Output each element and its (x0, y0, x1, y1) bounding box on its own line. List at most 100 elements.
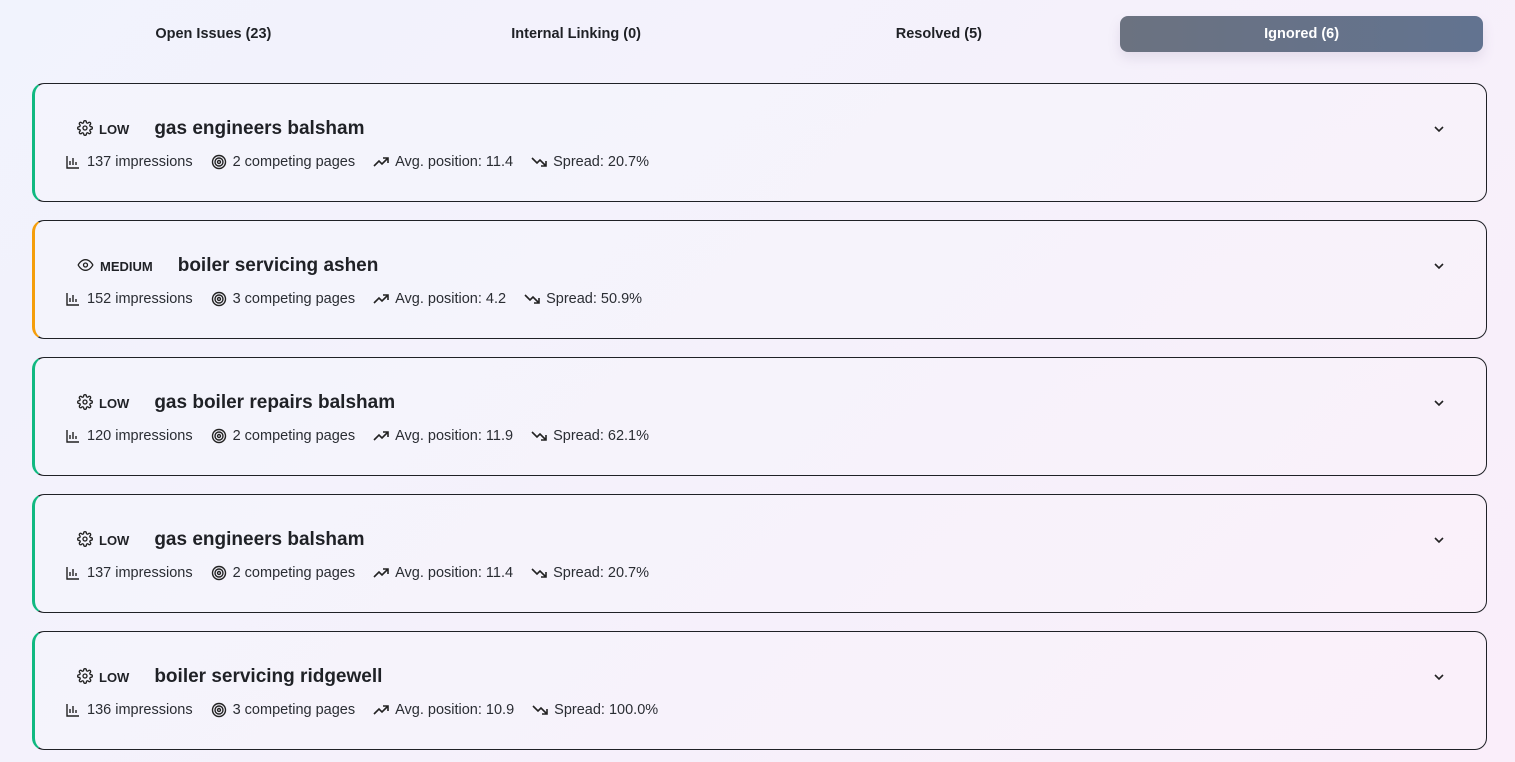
spread-value: Spread: 100.0% (554, 702, 659, 718)
issue-stats: 137 impressions 2 competing pages Avg. p… (65, 154, 667, 170)
issue-keyword: boiler servicing ridgewell (154, 666, 383, 687)
issue-header: LOW boiler servicing ridgewell (77, 665, 382, 689)
impressions-value: 152 impressions (87, 291, 193, 307)
issue-keyword: gas engineers balsham (154, 529, 365, 550)
impressions-value: 120 impressions (87, 428, 193, 444)
trending-up-icon (373, 431, 389, 441)
trending-down-icon (531, 568, 547, 578)
target-icon (211, 154, 226, 170)
spread-stat: Spread: 20.7% (531, 154, 649, 170)
tab-resolved[interactable]: Resolved (5) (895, 26, 982, 42)
severity-badge: LOW (77, 667, 130, 687)
severity-label: LOW (99, 669, 130, 685)
bar-chart-icon (66, 567, 79, 580)
issue-keyword: gas engineers balsham (154, 118, 365, 139)
trending-up-icon (373, 705, 389, 715)
avg-position-stat: Avg. position: 10.9 (373, 702, 514, 718)
avg-position-value: Avg. position: 11.4 (395, 565, 514, 581)
spread-stat: Spread: 50.9% (524, 291, 642, 307)
avg-position-value: Avg. position: 10.9 (395, 702, 515, 718)
bar-chart-icon (66, 156, 79, 169)
issue-stats: 120 impressions 2 competing pages Avg. p… (65, 428, 667, 444)
issue-stats: 137 impressions 2 competing pages Avg. p… (65, 565, 667, 581)
gear-icon (77, 393, 93, 410)
issue-card[interactable]: LOW gas engineers balsham 137 impression… (32, 83, 1487, 202)
avg-position-value: Avg. position: 11.4 (395, 154, 514, 170)
chevron-down-icon[interactable] (1432, 396, 1446, 410)
avg-position-stat: Avg. position: 11.9 (373, 428, 513, 444)
issue-card[interactable]: LOW boiler servicing ridgewell 136 impre… (32, 631, 1487, 750)
tab-internal-linking[interactable]: Internal Linking (0) (511, 26, 641, 42)
gear-icon (77, 530, 93, 547)
severity-label: LOW (99, 532, 130, 548)
tab-open-issues[interactable]: Open Issues (23) (155, 26, 272, 42)
competing-pages-value: 2 competing pages (232, 154, 356, 170)
bar-chart-icon (66, 704, 79, 717)
competing-pages-stat: 3 competing pages (211, 291, 356, 307)
issue-header: LOW gas boiler repairs balsham (77, 391, 395, 415)
issue-header: MEDIUM boiler servicing ashen (77, 254, 378, 278)
spread-stat: Spread: 20.7% (531, 565, 649, 581)
trending-up-icon (373, 568, 389, 578)
trending-down-icon (524, 294, 540, 304)
spread-value: Spread: 62.1% (553, 428, 650, 444)
chevron-down-icon[interactable] (1432, 670, 1446, 684)
competing-pages-stat: 2 competing pages (211, 428, 356, 444)
spread-value: Spread: 20.7% (553, 154, 650, 170)
competing-pages-value: 3 competing pages (232, 702, 356, 718)
issue-header: LOW gas engineers balsham (77, 528, 364, 552)
trending-up-icon (373, 294, 389, 304)
target-icon (211, 565, 226, 581)
impressions-stat: 152 impressions (65, 291, 193, 307)
chevron-down-icon[interactable] (1432, 259, 1446, 273)
avg-position-stat: Avg. position: 11.4 (373, 565, 513, 581)
issue-tabs: Open Issues (23) Internal Linking (0) Re… (32, 16, 1483, 52)
avg-position-stat: Avg. position: 4.2 (373, 291, 506, 307)
issue-keyword: boiler servicing ashen (177, 255, 379, 276)
avg-position-value: Avg. position: 11.9 (395, 428, 514, 444)
chevron-down-icon[interactable] (1432, 122, 1446, 136)
impressions-stat: 120 impressions (65, 428, 193, 444)
trending-up-icon (373, 157, 389, 167)
target-icon (211, 702, 226, 718)
gear-icon (77, 667, 93, 684)
target-icon (211, 291, 226, 307)
severity-badge: LOW (77, 530, 130, 550)
severity-badge: LOW (77, 393, 130, 413)
severity-badge: MEDIUM (77, 257, 153, 276)
trending-down-icon (531, 431, 547, 441)
issue-header: LOW gas engineers balsham (77, 117, 364, 141)
eye-icon (77, 258, 94, 271)
issue-card[interactable]: LOW gas boiler repairs balsham 120 impre… (32, 357, 1487, 476)
severity-label: LOW (99, 395, 130, 411)
trending-down-icon (531, 157, 547, 167)
impressions-value: 137 impressions (87, 565, 193, 581)
issue-card[interactable]: LOW gas engineers balsham 137 impression… (32, 494, 1487, 613)
competing-pages-stat: 2 competing pages (211, 565, 356, 581)
spread-value: Spread: 20.7% (553, 565, 650, 581)
issue-keyword: gas boiler repairs balsham (154, 392, 396, 413)
gear-icon (77, 119, 93, 136)
impressions-stat: 137 impressions (65, 154, 193, 170)
competing-pages-value: 2 competing pages (232, 565, 356, 581)
tab-ignored[interactable]: Ignored (6) (1120, 16, 1483, 52)
avg-position-stat: Avg. position: 11.4 (373, 154, 513, 170)
spread-value: Spread: 50.9% (546, 291, 643, 307)
impressions-stat: 136 impressions (65, 702, 193, 718)
bar-chart-icon (66, 430, 79, 443)
severity-label: MEDIUM (100, 258, 153, 274)
spread-stat: Spread: 62.1% (531, 428, 649, 444)
impressions-value: 137 impressions (87, 154, 193, 170)
issue-stats: 152 impressions 3 competing pages Avg. p… (65, 291, 660, 307)
issue-card[interactable]: MEDIUM boiler servicing ashen 152 impres… (32, 220, 1487, 339)
competing-pages-stat: 2 competing pages (211, 154, 356, 170)
avg-position-value: Avg. position: 4.2 (395, 291, 507, 307)
competing-pages-value: 2 competing pages (232, 428, 356, 444)
spread-stat: Spread: 100.0% (532, 702, 658, 718)
severity-label: LOW (99, 121, 130, 137)
chevron-down-icon[interactable] (1432, 533, 1446, 547)
competing-pages-value: 3 competing pages (232, 291, 356, 307)
target-icon (211, 428, 226, 444)
issue-stats: 136 impressions 3 competing pages Avg. p… (65, 702, 676, 718)
trending-down-icon (532, 705, 548, 715)
